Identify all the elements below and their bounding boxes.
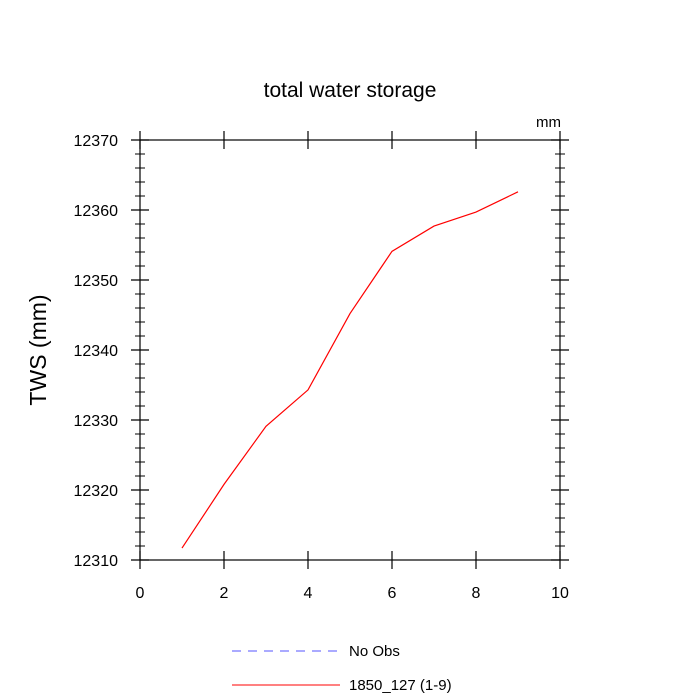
axis-ticks: 0 2 4 6 8 10 12310 12320 12330 12340 12350 12360 123… [74,131,569,602]
legend-label-0: No Obs [349,643,400,660]
x-tick-label: 0 [136,585,145,602]
y-axis-label: TWS (mm) [25,294,51,405]
plot-frame [139,139,561,561]
chart-title: total water storage [264,79,437,102]
legend-label-1: 1850_127 (1-9) [349,677,452,694]
x-tick-label: 6 [388,585,397,602]
y-tick-label: 12310 [74,553,119,570]
legend: No Obs 1850_127 (1-9) [232,643,452,694]
y-tick-label: 12350 [74,273,119,290]
units-label: mm [536,114,561,131]
series-line-0 [181,191,519,549]
x-tick-label: 4 [304,585,313,602]
series-layer [181,191,519,549]
y-tick-label: 12340 [74,343,119,360]
y-tick-label: 12360 [74,203,119,220]
x-tick-label: 8 [472,585,481,602]
x-tick-label: 10 [551,585,569,602]
y-tick-label: 12320 [74,483,119,500]
y-tick-label: 12330 [74,413,119,430]
y-tick-label: 12370 [74,133,119,150]
x-tick-label: 2 [220,585,229,602]
